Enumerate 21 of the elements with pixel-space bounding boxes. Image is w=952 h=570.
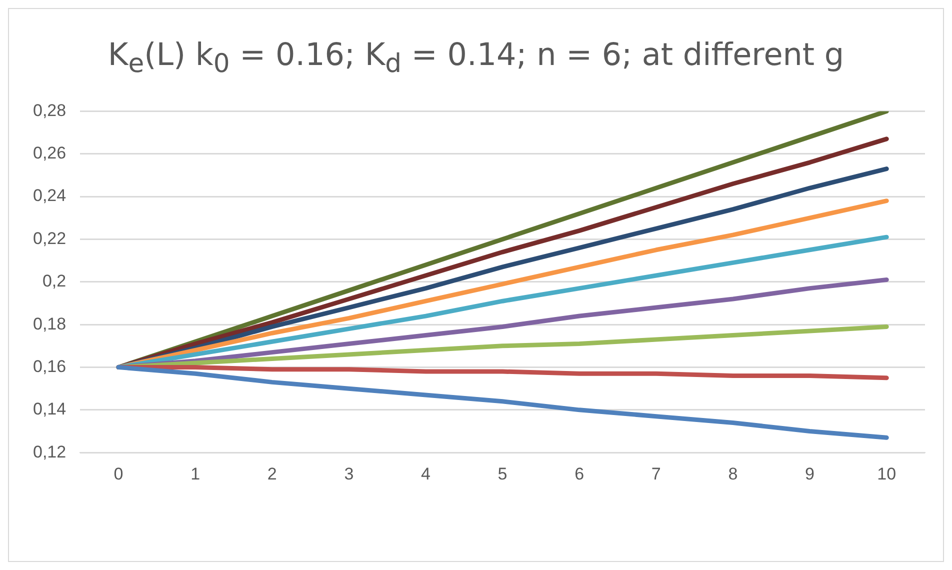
x-tick-label: 7 [651, 464, 661, 484]
y-tick-label: 0,12 [32, 442, 66, 462]
x-tick-label: 1 [190, 464, 200, 484]
x-tick-label: 8 [728, 464, 738, 484]
y-tick-label: 0,16 [32, 356, 66, 376]
x-tick-label: 4 [421, 464, 430, 484]
x-tick-label: 3 [344, 464, 354, 484]
x-tick-label: 0 [114, 464, 124, 484]
y-tick-label: 0,14 [32, 400, 66, 419]
x-tick-label: 2 [267, 464, 277, 484]
y-tick-label: 0,26 [32, 144, 66, 163]
y-tick-label: 0,2 [42, 272, 66, 291]
x-tick-label: 6 [574, 464, 584, 484]
y-tick-label: 0,18 [32, 314, 66, 334]
y-tick-label: 0,28 [32, 100, 66, 120]
chart-title: K$_{e}$(L) k$_{0}$ = 0.16; K$_{d}$ = 0.14; n = 6; at different g [106, 37, 846, 82]
y-tick-label: 0,24 [32, 186, 66, 206]
x-tick-label: 10 [877, 464, 896, 484]
x-tick-label: 5 [498, 464, 508, 484]
y-tick-label: 0,22 [32, 228, 66, 248]
x-tick-label: 9 [805, 464, 815, 484]
